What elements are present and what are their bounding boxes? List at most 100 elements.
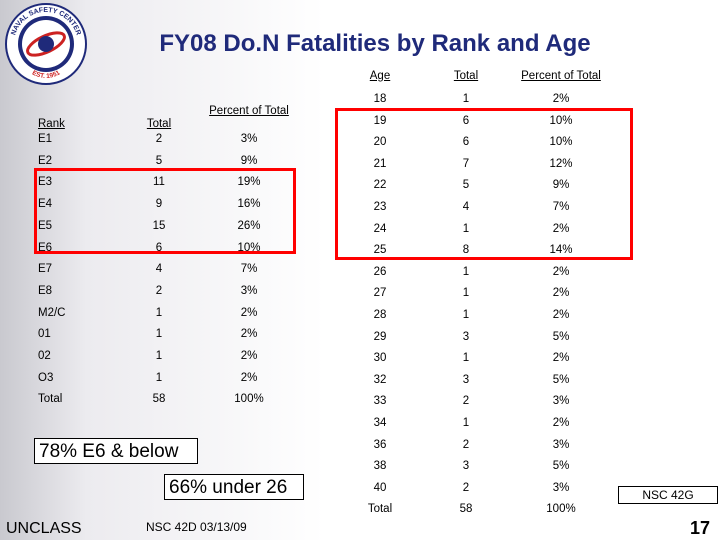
age-cell-total: 2 <box>462 438 470 451</box>
rank-cell-total: 1 <box>155 306 163 319</box>
svg-text:EST. 1951: EST. 1951 <box>31 69 62 80</box>
age-cell-age: 23 <box>373 201 387 213</box>
age-cell-percent: 3% <box>552 438 570 451</box>
age-cell-percent: 5% <box>552 460 570 473</box>
age-row: 25 8 14% <box>330 241 620 259</box>
rank-row: E4 9 16% <box>32 195 292 213</box>
rank-cell-percent: 3% <box>240 284 258 297</box>
source-label: NSC 42D 03/13/09 <box>146 520 247 534</box>
naval-safety-center-seal: NAVAL SAFETY CENTER EST. 1951 <box>5 3 87 85</box>
rank-cell-rank: E6 <box>38 241 53 254</box>
age-cell-percent: 2% <box>552 352 570 365</box>
rank-cell-percent: 7% <box>240 263 258 276</box>
age-cell-total: 1 <box>462 352 470 365</box>
age-row: 28 1 2% <box>330 306 620 324</box>
age-cell-percent: 100% <box>546 503 576 516</box>
age-total-header: Total <box>453 70 479 82</box>
age-cell-age: 29 <box>373 330 387 343</box>
rank-row: E2 5 9% <box>32 152 292 170</box>
age-row: 38 3 5% <box>330 457 620 475</box>
rank-cell-percent: 26% <box>237 219 261 232</box>
age-cell-percent: 10% <box>549 114 573 127</box>
age-row: 33 2 3% <box>330 392 620 410</box>
age-cell-age: 38 <box>373 460 387 473</box>
rank-row: 01 1 2% <box>32 325 292 343</box>
age-cell-percent: 12% <box>549 157 573 170</box>
rank-cell-total: 1 <box>155 371 163 384</box>
age-cell-percent: 2% <box>552 265 570 278</box>
rank-cell-total: 4 <box>155 263 163 276</box>
age-cell-age: 26 <box>373 265 387 278</box>
under-26-note: 66% under 26 <box>164 474 304 500</box>
rank-cell-percent: 100% <box>234 393 264 406</box>
rank-header: Rank <box>38 118 65 130</box>
nsc-42g-note: NSC 42G <box>618 486 718 504</box>
rank-cell-total: 1 <box>155 350 163 362</box>
page-number: 17 <box>690 518 711 538</box>
age-row: 23 4 7% <box>330 198 620 216</box>
rank-cell-rank: Total <box>38 393 63 406</box>
rank-cell-total: 11 <box>153 176 165 189</box>
rank-percent-header: Percent of Total <box>209 105 289 117</box>
rank-cell-percent: 2% <box>240 371 258 384</box>
rank-cell-rank: E4 <box>38 198 53 211</box>
age-cell-total: 1 <box>462 93 470 105</box>
rank-row: E3 11 19% <box>32 173 292 191</box>
page-title: FY08 Do.N Fatalities by Rank and Age <box>159 30 591 57</box>
rank-cell-rank: E7 <box>38 263 53 276</box>
rank-cell-percent: 2% <box>240 350 258 362</box>
age-cell-total: 3 <box>462 373 470 386</box>
age-row: 21 7 12% <box>330 155 620 173</box>
age-cell-age: 19 <box>373 114 387 127</box>
rank-cell-percent: 9% <box>240 154 258 167</box>
rank-table: Rank Total Percent of Total E1 2 3% E2 5 9% E3… <box>32 90 302 410</box>
age-cell-total: 1 <box>462 222 470 235</box>
age-cell-total: 58 <box>459 503 473 516</box>
age-cell-age: 40 <box>373 481 387 494</box>
rank-cell-total: 9 <box>155 198 163 211</box>
age-cell-percent: 2% <box>552 309 570 321</box>
rank-row: M2/C 1 2% <box>32 304 292 322</box>
classification-label: UNCLASS <box>6 520 82 537</box>
age-percent-header: Percent of Total <box>521 70 601 82</box>
age-cell-age: 34 <box>373 417 387 429</box>
age-cell-percent: 2% <box>552 222 570 235</box>
age-cell-total: 1 <box>462 287 470 300</box>
rank-cell-rank: E2 <box>38 154 53 167</box>
age-row: 30 1 2% <box>330 349 620 367</box>
age-cell-age: 32 <box>373 373 387 386</box>
age-cell-percent: 5% <box>552 373 570 386</box>
rank-cell-percent: 16% <box>237 198 261 211</box>
rank-cell-total: 2 <box>155 133 163 145</box>
age-row: 20 6 10% <box>330 133 620 151</box>
e6-below-note: 78% E6 & below <box>34 438 198 464</box>
age-cell-total: 3 <box>462 460 470 473</box>
age-row: 36 2 3% <box>330 436 620 454</box>
rank-highlight-box <box>34 168 296 254</box>
age-cell-age: 21 <box>373 157 387 170</box>
age-cell-age: 27 <box>373 287 387 300</box>
rank-cell-total: 6 <box>155 241 163 254</box>
rank-cell-total: 1 <box>155 328 163 341</box>
rank-row: 02 1 2% <box>32 347 292 365</box>
age-row: 22 5 9% <box>330 176 620 194</box>
rank-cell-rank: E8 <box>38 284 53 297</box>
age-cell-percent: 9% <box>552 179 570 192</box>
age-cell-age: 30 <box>373 352 387 365</box>
rank-row: Total 58 100% <box>32 390 292 408</box>
age-cell-percent: 2% <box>552 93 570 105</box>
age-row: Total 58 100% <box>330 500 620 518</box>
age-cell-total: 4 <box>462 201 470 213</box>
age-cell-age: 33 <box>373 395 387 408</box>
age-cell-total: 6 <box>462 136 470 149</box>
rank-row: E1 2 3% <box>32 130 292 148</box>
age-row: 34 1 2% <box>330 414 620 432</box>
age-row: 29 3 5% <box>330 328 620 346</box>
age-cell-total: 1 <box>462 309 470 321</box>
rank-cell-rank: E3 <box>38 176 53 189</box>
age-cell-percent: 10% <box>549 136 573 149</box>
rank-cell-percent: 19% <box>237 176 261 189</box>
age-cell-total: 7 <box>462 157 470 170</box>
rank-cell-total: 58 <box>152 393 166 406</box>
rank-cell-percent: 3% <box>240 133 258 145</box>
